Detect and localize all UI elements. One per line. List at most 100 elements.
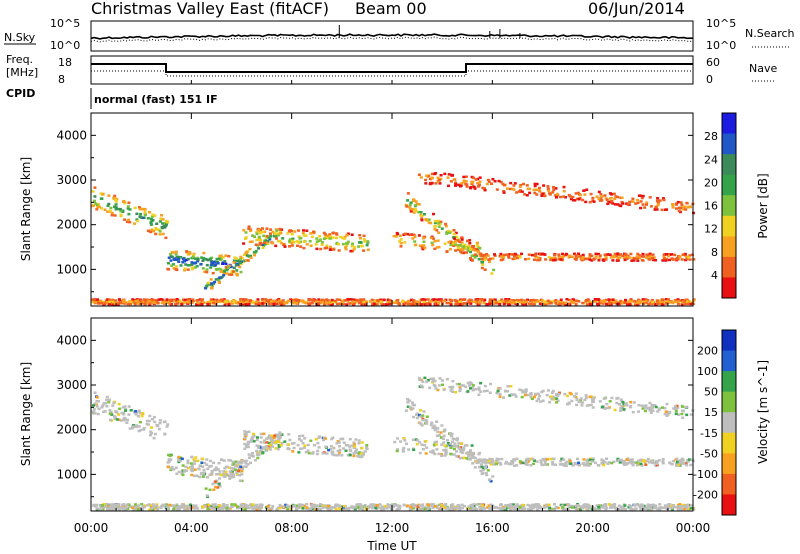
echo-cell [469, 257, 472, 260]
echo-cell [319, 247, 323, 251]
echo-cell [481, 263, 485, 266]
echo-cell [486, 506, 490, 509]
echo-cell [590, 259, 594, 262]
echo-cell [471, 389, 475, 392]
echo-cell [626, 203, 630, 206]
echo-cell [177, 459, 181, 462]
echo-cell [666, 253, 670, 256]
echo-cell [451, 503, 455, 506]
echo-cell [346, 444, 350, 447]
echo-cell [234, 463, 238, 466]
echo-cell [502, 396, 505, 399]
echo-cell [455, 437, 459, 440]
echo-cell [342, 441, 346, 444]
echo-cell [135, 299, 139, 302]
echo-cell [169, 458, 173, 461]
echo-cell [133, 301, 137, 305]
echo-cell [409, 408, 413, 411]
echo-cell [446, 229, 450, 233]
noise-tick-bottom-left: 10^0 [50, 39, 80, 52]
cpid-mode: normal (fast) 151 IF [94, 93, 218, 106]
echo-cell [504, 504, 508, 507]
echo-cell [588, 462, 592, 466]
echo-cell [415, 202, 419, 206]
echo-cell [423, 443, 427, 447]
echo-cell [124, 506, 128, 510]
echo-cell [488, 260, 491, 264]
echo-cell [651, 300, 655, 304]
echo-cell [637, 403, 641, 407]
echo-cell [479, 507, 482, 511]
echo-cell [150, 219, 154, 223]
echo-cell [538, 394, 542, 398]
echo-cell [354, 300, 358, 303]
echo-cell [687, 256, 691, 259]
echo-cell [139, 428, 143, 432]
echo-cell [539, 459, 543, 462]
echo-cell [385, 507, 389, 510]
echo-cell [105, 405, 109, 408]
echo-cell [217, 506, 221, 509]
echo-cell [277, 233, 281, 237]
echo-cell [396, 298, 400, 302]
echo-cell [656, 302, 660, 305]
echo-cell [171, 504, 175, 507]
echo-cell [244, 298, 248, 301]
echo-cell [263, 230, 267, 233]
echo-cell [225, 300, 229, 304]
echo-cell [412, 506, 416, 510]
echo-cell [526, 393, 530, 397]
echo-cell [546, 299, 550, 303]
echo-cell [617, 403, 621, 406]
echo-cell [525, 463, 529, 466]
echo-cell [485, 389, 489, 393]
echo-cell [612, 301, 616, 304]
echo-cell [507, 255, 510, 258]
echo-cell [582, 256, 585, 259]
echo-cell [232, 266, 236, 270]
echo-cell [460, 182, 464, 185]
echo-cell [399, 440, 403, 443]
echo-cell [552, 508, 556, 511]
echo-cell [488, 391, 492, 394]
echo-cell [683, 302, 687, 306]
echo-cell [205, 494, 209, 497]
echo-cell [193, 507, 197, 510]
echo-cell [564, 507, 568, 511]
echo-cell [166, 461, 170, 464]
echo-cell [174, 466, 178, 469]
echo-cell [92, 298, 96, 302]
echo-cell [552, 398, 556, 401]
echo-cell [303, 444, 307, 447]
echo-cell [673, 300, 677, 303]
echo-cell [625, 202, 629, 205]
echo-cell [252, 432, 255, 436]
echo-cell [199, 299, 203, 302]
echo-cell [347, 508, 351, 511]
echo-cell [421, 448, 425, 451]
echo-cell [461, 451, 465, 455]
echo-cell [212, 488, 216, 491]
echo-cell [363, 504, 367, 507]
echo-cell [117, 302, 121, 305]
echo-cell [132, 424, 135, 427]
echo-cell [618, 409, 622, 412]
echo-cell [212, 507, 216, 510]
echo-cell [422, 410, 426, 413]
echo-cell [317, 302, 321, 305]
echo-cell [187, 264, 191, 267]
echo-cell [635, 503, 639, 507]
echo-cell [210, 469, 214, 473]
echo-cell [434, 182, 438, 185]
echo-cell [140, 503, 144, 506]
echo-cell [225, 504, 229, 507]
echo-cell [149, 217, 153, 221]
echo-cell [371, 503, 375, 507]
echo-cell [229, 476, 233, 479]
echo-cell [128, 427, 132, 430]
echo-cell [469, 449, 472, 452]
echo-cell [267, 300, 270, 303]
colorbar-swatch [722, 236, 736, 258]
echo-cell [462, 179, 466, 182]
echo-cell [317, 298, 321, 301]
